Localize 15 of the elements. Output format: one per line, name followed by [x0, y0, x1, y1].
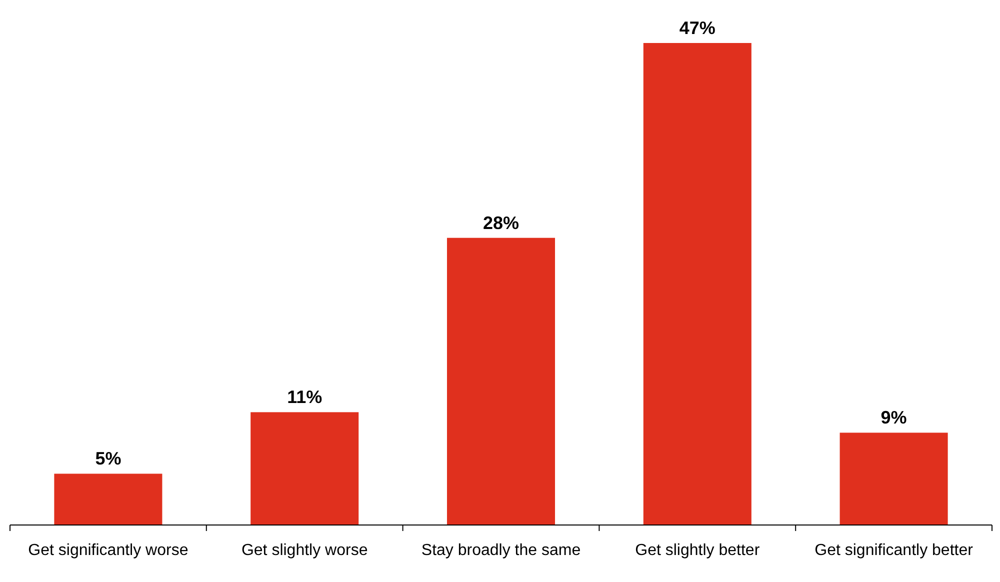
- x-tick-label: Get significantly better: [814, 542, 974, 559]
- data-label: 9%: [880, 408, 907, 428]
- data-label: 5%: [95, 448, 122, 469]
- bar: [250, 412, 359, 525]
- data-label: 47%: [679, 18, 716, 38]
- bar: [840, 432, 948, 525]
- bar: [54, 474, 162, 525]
- data-label: 11%: [287, 387, 322, 408]
- bar: [446, 238, 556, 525]
- x-tick-label: Stay broadly the same: [421, 542, 581, 559]
- x-tick-label: Get significantly worse: [28, 542, 188, 559]
- x-tick-label: Get slightly better: [635, 542, 760, 559]
- x-tick-label: Get slightly worse: [241, 542, 368, 559]
- data-label: 28%: [482, 212, 520, 233]
- bar: [643, 43, 752, 525]
